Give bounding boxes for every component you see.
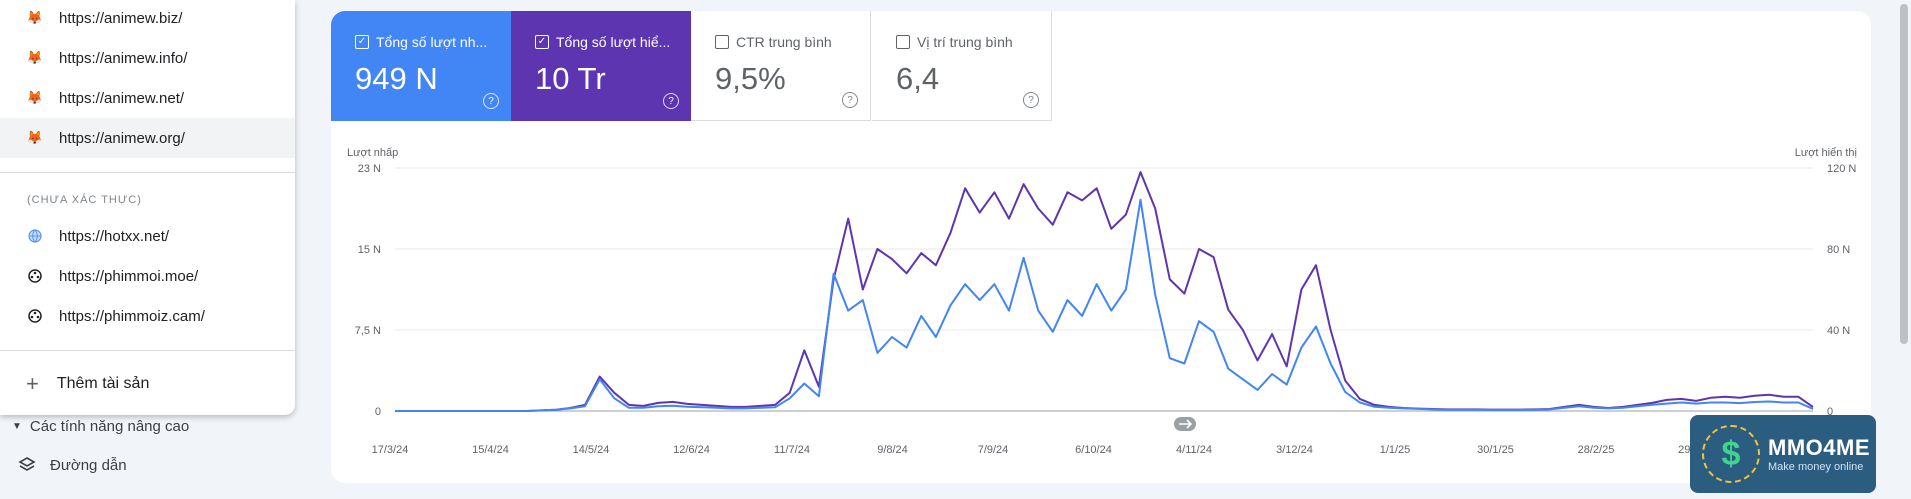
advanced-features-label: Các tính năng nâng cao <box>29 418 190 435</box>
x-tick-label: 14/5/24 <box>573 444 610 456</box>
property-url: https://phimmoi.moe/ <box>59 267 199 285</box>
metric-label: Vị trí trung bình <box>917 34 1013 50</box>
y-axis-right-title: Lượt hiển thị <box>1795 147 1857 159</box>
help-icon[interactable]: ? <box>663 93 679 109</box>
nav-item-paths[interactable]: Đường dẫn <box>18 456 127 474</box>
arrow-right-icon <box>1179 419 1193 429</box>
x-tick-label: 12/6/24 <box>673 444 710 456</box>
property-url: https://animew.info/ <box>59 49 188 67</box>
x-tick-label: 11/7/24 <box>774 444 810 456</box>
y-left-tick-label: 0 <box>375 406 381 418</box>
plus-icon: + <box>26 371 39 396</box>
layers-icon <box>18 457 36 471</box>
checkbox-checked-icon[interactable]: ✓ <box>535 35 549 49</box>
x-tick-label: 1/1/25 <box>1380 444 1411 456</box>
add-property-button[interactable]: + Thêm tài sản <box>0 364 295 404</box>
metric-label: CTR trung bình <box>736 34 832 50</box>
property-selector-dropdown: 🦊 https://animew.biz/ 🦊 https://animew.i… <box>0 0 295 415</box>
advanced-features-toggle[interactable]: ▼ Các tính năng nâng cao <box>12 418 189 435</box>
x-tick-label: 9/8/24 <box>877 444 908 456</box>
property-item-phimmoi-moe[interactable]: https://phimmoi.moe/ <box>0 256 295 296</box>
metric-total-clicks[interactable]: ✓ Tổng số lượt nh... 949 N ? <box>331 11 511 121</box>
property-item-phimmoiz-cam[interactable]: https://phimmoiz.cam/ <box>0 296 295 336</box>
dropdown-divider <box>0 350 295 351</box>
performance-card: ✓ Tổng số lượt nh... 949 N ? ✓ Tổng số lượ… <box>331 11 1871 483</box>
metric-average-ctr[interactable]: CTR trung bình 9,5% ? <box>691 11 871 121</box>
property-url: https://animew.biz/ <box>59 9 183 27</box>
property-url: https://hotxx.net/ <box>59 227 170 245</box>
x-tick-label: 30/1/25 <box>1477 444 1514 456</box>
metric-value: 949 N <box>355 61 438 96</box>
property-item-animew-net[interactable]: 🦊 https://animew.net/ <box>0 78 295 118</box>
fox-favicon-icon: 🦊 <box>26 10 44 25</box>
x-tick-label: 7/9/24 <box>978 444 1009 456</box>
fox-favicon-icon: 🦊 <box>26 130 44 145</box>
checkbox-unchecked-icon[interactable] <box>715 35 729 49</box>
x-tick-label: 6/10/24 <box>1075 444 1112 456</box>
watermark-brand: MMO4ME <box>1768 435 1870 460</box>
checkbox-checked-icon[interactable]: ✓ <box>355 35 369 49</box>
x-tick-label: 17/3/24 <box>372 444 409 456</box>
metric-value: 10 Tr <box>535 61 606 96</box>
y-right-tick-label: 40 N <box>1827 325 1850 337</box>
help-icon[interactable]: ? <box>483 93 499 109</box>
metric-total-impressions[interactable]: ✓ Tổng số lượt hiể... 10 Tr ? <box>511 11 691 121</box>
property-item-animew-org[interactable]: 🦊 https://animew.org/ <box>0 118 295 158</box>
metric-label: Tổng số lượt nh... <box>376 34 488 50</box>
dropdown-divider <box>0 172 295 173</box>
film-reel-favicon-icon <box>27 268 43 284</box>
dollar-coin-icon: $ <box>1702 425 1760 483</box>
page-scrollbar[interactable] <box>1897 0 1911 499</box>
metric-value: 6,4 <box>896 61 940 96</box>
x-tick-label: 15/4/24 <box>472 444 509 456</box>
film-reel-favicon-icon <box>27 308 43 324</box>
property-item-animew-info[interactable]: 🦊 https://animew.info/ <box>0 38 295 78</box>
metric-value: 9,5% <box>715 61 786 96</box>
nav-item-paths-label: Đường dẫn <box>50 456 127 474</box>
watermark-tagline: Make money online <box>1768 461 1864 473</box>
metric-label: Tổng số lượt hiể... <box>556 34 671 50</box>
property-url: https://animew.org/ <box>59 129 185 147</box>
fox-favicon-icon: 🦊 <box>26 50 44 65</box>
fox-favicon-icon: 🦊 <box>26 90 44 105</box>
y-left-tick-label: 7,5 N <box>355 325 381 337</box>
checkbox-unchecked-icon[interactable] <box>896 35 910 49</box>
property-url: https://animew.net/ <box>59 89 185 107</box>
x-tick-label: 3/12/24 <box>1276 444 1313 456</box>
property-item-hotxx[interactable]: https://hotxx.net/ <box>0 216 295 256</box>
y-right-tick-label: 0 <box>1827 406 1833 418</box>
y-axis-left-title: Lượt nhấp <box>347 147 398 159</box>
scrollbar-thumb[interactable] <box>1900 4 1908 344</box>
add-property-label: Thêm tài sản <box>56 375 150 392</box>
metric-average-position[interactable]: Vị trí trung bình 6,4 ? <box>872 11 1052 121</box>
clicks-series-line <box>395 198 1814 412</box>
performance-chart[interactable]: Lượt nhấp Lượt hiển thị 23 N 120 N 15 N 80 N 7… <box>331 130 1871 470</box>
property-url: https://phimmoiz.cam/ <box>59 307 205 325</box>
y-left-tick-label: 15 N <box>358 244 381 256</box>
y-right-tick-label: 80 N <box>1827 244 1850 256</box>
impressions-series-line <box>395 171 1814 412</box>
x-tick-label: 28/2/25 <box>1578 444 1615 456</box>
caret-down-icon: ▼ <box>12 421 22 432</box>
property-item-animew-biz[interactable]: 🦊 https://animew.biz/ <box>0 0 295 38</box>
help-icon[interactable]: ? <box>1023 92 1039 108</box>
globe-favicon-icon <box>27 228 43 244</box>
help-icon[interactable]: ? <box>842 92 858 108</box>
y-left-tick-label: 23 N <box>358 163 381 175</box>
y-right-tick-label: 120 N <box>1827 163 1856 175</box>
mmo4me-watermark: $ MMO4ME Make money online <box>1690 415 1876 493</box>
x-tick-label: 4/11/24 <box>1176 444 1212 456</box>
unverified-heading: (CHƯA XÁC THỰC) <box>27 194 142 206</box>
